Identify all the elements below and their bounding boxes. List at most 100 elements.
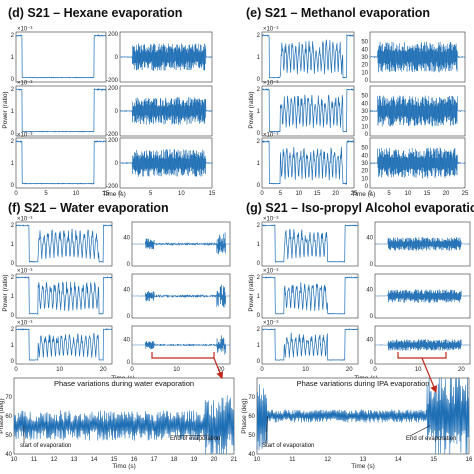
y-tick-label: -200 [106, 78, 119, 84]
phase-trace [374, 339, 471, 351]
panel-title-g: (g) S21 – Iso-propyl Alcohol evaporation [246, 201, 474, 215]
x-tick-label: 0 [373, 367, 377, 373]
phase-trace [120, 43, 213, 71]
y-tick-label: 50 [248, 433, 255, 439]
x-tick-label: 16 [131, 457, 138, 463]
annotation-leader [409, 425, 431, 437]
x-tick-label: 14 [91, 457, 98, 463]
x-tick-label: 12 [324, 457, 331, 463]
water-zoom-bracket [151, 352, 215, 359]
y-tick-label: 1 [257, 161, 261, 167]
x-tick-label: 10 [56, 367, 63, 373]
ipa-zoom-arrow [421, 357, 438, 394]
y-tick-label: 2 [257, 327, 261, 333]
x-tick-label: 10 [415, 367, 422, 373]
y-tick-label: -200 [106, 184, 119, 190]
water-zoom-arrow [213, 357, 224, 380]
y-axis-label: Power (ratio) [248, 91, 255, 128]
y-tick-label: 30 [361, 109, 368, 115]
annotation-leader [173, 434, 211, 437]
y-tick-label: 40 [361, 153, 368, 159]
y-tick-label: 1 [257, 55, 261, 61]
annotation-leader [265, 415, 268, 444]
y-tick-label: 0 [365, 184, 369, 190]
y-tick-label: 60 [5, 414, 12, 420]
x-tick-label: 0 [368, 191, 372, 197]
y-tick-label: 1 [257, 343, 261, 349]
exponent-label: ×10⁻³ [17, 81, 32, 87]
y-tick-label: 200 [108, 32, 119, 38]
power-trace [261, 276, 359, 315]
y-tick-label: 1 [11, 343, 15, 349]
phase-trace [375, 289, 471, 303]
y-tick-label: 40 [361, 101, 368, 107]
x-tick-label: 25 [351, 191, 358, 197]
x-axis-label: Time (s) [102, 191, 126, 198]
power-axes-d-1 [15, 31, 107, 83]
exponent-label: ×10⁻³ [263, 217, 278, 223]
annotation-label: start of evaporation [20, 443, 71, 449]
power-trace [261, 224, 359, 263]
x-tick-label: 17 [151, 457, 158, 463]
y-tick-label: 40 [5, 452, 12, 458]
phase-trace [369, 147, 466, 179]
y-tick-label: 200 [108, 138, 119, 144]
y-tick-label: 2 [257, 87, 261, 93]
y-tick-label: 20 [361, 117, 368, 123]
y-tick-label: 30 [361, 161, 368, 167]
x-tick-label: 0 [260, 367, 264, 373]
phase-zoom-trace [256, 377, 470, 455]
phase-trace [131, 335, 231, 355]
y-tick-label: 10 [361, 70, 368, 76]
y-tick-label: 60 [248, 414, 255, 420]
power-axes-d-3 [15, 137, 107, 189]
power-axes-g-1 [261, 221, 359, 267]
x-tick-label: 20 [211, 457, 218, 463]
x-tick-label: 15 [111, 457, 118, 463]
y-tick-label: 0 [257, 359, 261, 365]
x-axis-label: Time (s) [352, 191, 376, 198]
y-tick-label: 1 [11, 294, 15, 300]
y-tick-label: 2 [257, 33, 261, 39]
zoom-title: Phase variations during IPA evaporation [297, 379, 430, 388]
y-tick-label: 0 [11, 261, 15, 267]
power-trace [15, 34, 107, 79]
y-tick-label: 70 [5, 395, 12, 401]
annotation-label: End of evaporation [406, 436, 456, 442]
y-axis-label: Power (ratio) [2, 274, 9, 311]
phase-zoom-trace [13, 395, 235, 455]
x-tick-label: 0 [118, 191, 122, 197]
x-tick-label: 0 [130, 367, 134, 373]
y-tick-label: 20 [361, 169, 368, 175]
y-tick-label: 1 [11, 161, 15, 167]
x-axis-label: Time (s) [351, 463, 375, 470]
x-tick-label: 0 [260, 191, 264, 197]
y-tick-label: 1 [11, 242, 15, 248]
exponent-label: ×10⁻³ [263, 269, 278, 275]
y-tick-label: -200 [106, 132, 119, 138]
y-tick-label: 0 [257, 77, 261, 83]
y-tick-label: 0 [370, 360, 374, 366]
y-tick-label: 40 [123, 337, 130, 343]
power-trace [15, 140, 107, 185]
power-axes-e-2 [261, 85, 355, 137]
x-tick-label: 5 [279, 191, 283, 197]
panel-title-e: (e) S21 – Methanol evaporation [246, 6, 430, 20]
x-tick-label: 21 [231, 457, 238, 463]
x-tick-label: 16 [466, 457, 473, 463]
power-trace [16, 88, 107, 133]
y-tick-label: 0 [370, 314, 374, 320]
y-tick-label: 10 [361, 124, 368, 130]
y-tick-label: 40 [361, 47, 368, 53]
y-tick-label: 2 [257, 275, 261, 281]
x-tick-label: 20 [443, 191, 450, 197]
y-tick-label: 2 [11, 223, 15, 229]
y-tick-label: 1 [11, 109, 15, 115]
x-tick-label: 0 [14, 191, 18, 197]
y-tick-label: 2 [11, 327, 15, 333]
y-tick-label: 2 [11, 87, 15, 93]
zoom-title: Phase variations during water evaporatio… [54, 379, 194, 388]
panel-title-f: (f) S21 – Water evaporation [8, 201, 169, 215]
y-tick-label: 200 [108, 86, 119, 92]
